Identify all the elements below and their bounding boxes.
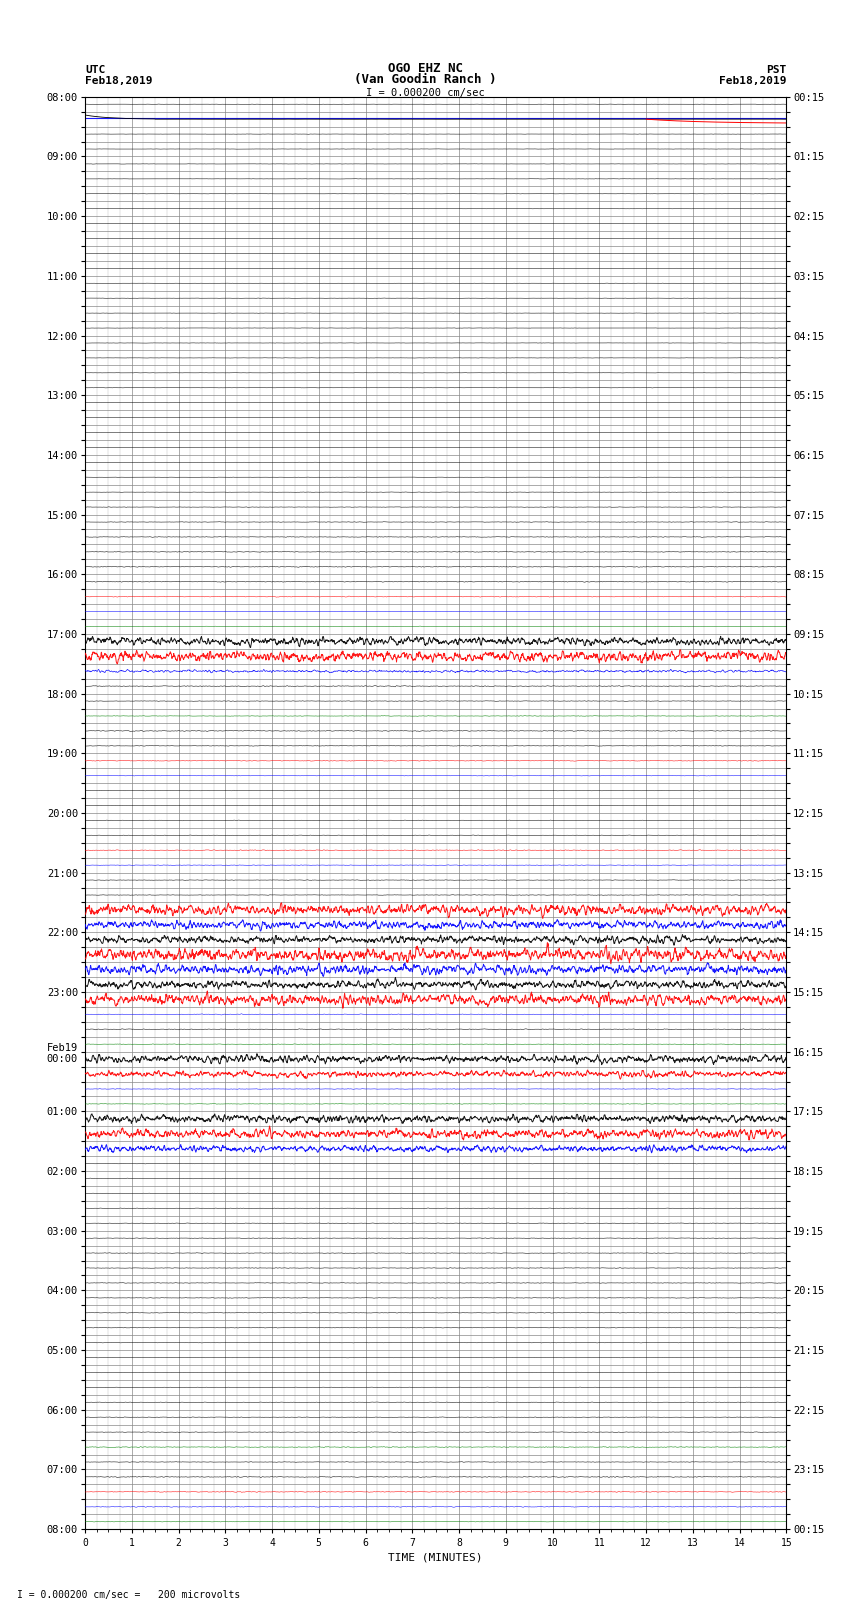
X-axis label: TIME (MINUTES): TIME (MINUTES) bbox=[388, 1552, 483, 1563]
Text: UTC: UTC bbox=[85, 65, 105, 76]
Text: Feb18,2019: Feb18,2019 bbox=[85, 76, 152, 85]
Text: (Van Goodin Ranch ): (Van Goodin Ranch ) bbox=[354, 73, 496, 85]
Text: Feb18,2019: Feb18,2019 bbox=[719, 76, 786, 85]
Text: PST: PST bbox=[766, 65, 786, 76]
Text: I = 0.000200 cm/sec: I = 0.000200 cm/sec bbox=[366, 87, 484, 97]
Text: OGO EHZ NC: OGO EHZ NC bbox=[388, 61, 462, 76]
Text: I = 0.000200 cm/sec =   200 microvolts: I = 0.000200 cm/sec = 200 microvolts bbox=[17, 1590, 241, 1600]
